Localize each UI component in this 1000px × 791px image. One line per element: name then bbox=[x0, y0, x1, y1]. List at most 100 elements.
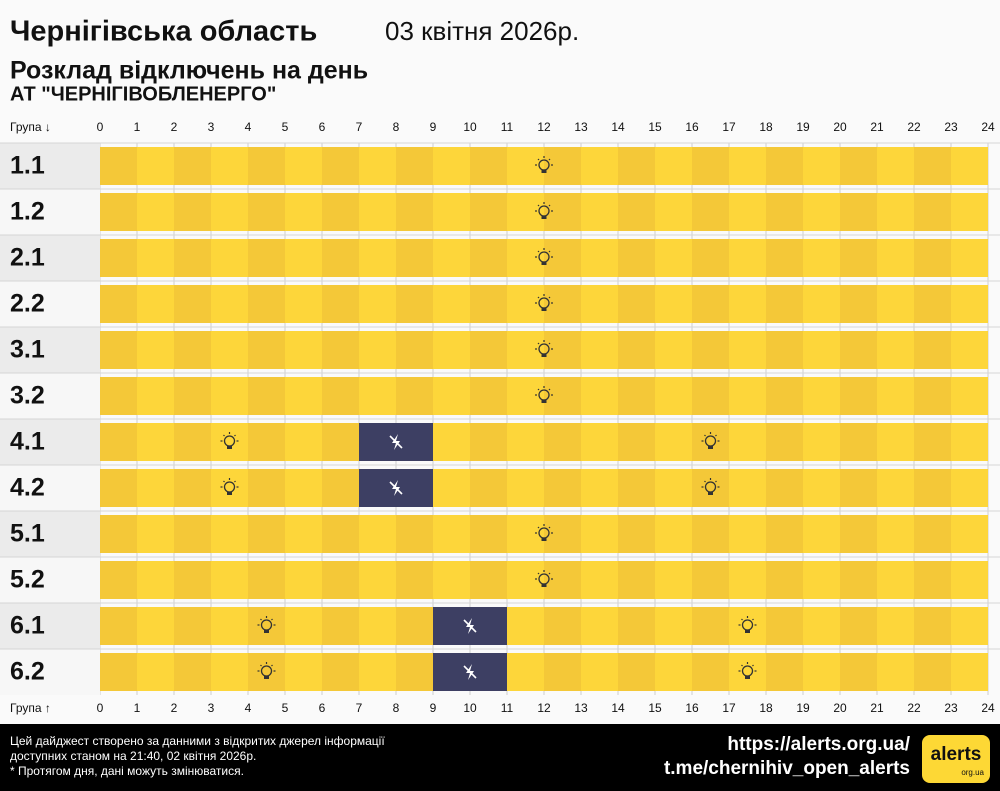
group-label: 5.1 bbox=[10, 520, 45, 548]
hour-cell bbox=[581, 607, 618, 645]
hour-cell bbox=[914, 469, 951, 507]
hour-cell bbox=[322, 377, 359, 415]
hour-cell bbox=[211, 653, 248, 691]
hour-label: 5 bbox=[282, 120, 289, 134]
bulb-icon bbox=[535, 570, 553, 587]
hour-cell bbox=[174, 469, 211, 507]
hour-cell bbox=[174, 377, 211, 415]
hour-cell bbox=[618, 653, 655, 691]
hour-cell bbox=[248, 469, 285, 507]
hour-label: 13 bbox=[574, 120, 588, 134]
hour-cell bbox=[840, 239, 877, 277]
hour-cell bbox=[766, 193, 803, 231]
row-label-bg bbox=[0, 419, 100, 465]
hour-cell bbox=[618, 561, 655, 599]
hour-cell bbox=[248, 285, 285, 323]
hour-cell bbox=[914, 653, 951, 691]
hour-cell bbox=[433, 515, 470, 553]
hour-cell bbox=[692, 515, 729, 553]
hour-cell bbox=[359, 193, 396, 231]
hour-cell bbox=[729, 561, 766, 599]
hour-cell bbox=[322, 607, 359, 645]
hour-cell bbox=[840, 653, 877, 691]
hour-cell bbox=[877, 469, 914, 507]
hour-cell bbox=[285, 331, 322, 369]
bulb-ray bbox=[537, 572, 540, 575]
hour-cell bbox=[211, 469, 248, 507]
row-label-bg bbox=[0, 465, 100, 511]
hour-cell bbox=[729, 653, 766, 691]
hour-label: 9 bbox=[430, 701, 437, 715]
bulb-ray bbox=[234, 434, 236, 437]
hour-cell bbox=[433, 377, 470, 415]
hour-cell bbox=[655, 239, 692, 277]
hour-cell bbox=[544, 423, 581, 461]
group-label: 1.1 bbox=[10, 152, 45, 180]
hour-cell bbox=[470, 285, 507, 323]
bulb-base bbox=[541, 584, 547, 587]
bulb-ray bbox=[537, 204, 540, 207]
hour-cell bbox=[766, 285, 803, 323]
group-label: 2.1 bbox=[10, 244, 45, 272]
row-label-bg bbox=[0, 373, 100, 419]
hour-cell bbox=[914, 331, 951, 369]
hour-cell bbox=[433, 469, 470, 507]
hour-cell bbox=[137, 561, 174, 599]
hour-label: 8 bbox=[393, 120, 400, 134]
hour-cell bbox=[803, 469, 840, 507]
hour-cell bbox=[211, 561, 248, 599]
hour-label: 14 bbox=[611, 701, 625, 715]
hour-cell bbox=[729, 239, 766, 277]
bulb-ray bbox=[752, 618, 754, 621]
hour-cell bbox=[285, 377, 322, 415]
link[interactable]: https://alerts.org.ua/ bbox=[727, 734, 910, 755]
hour-cell bbox=[655, 607, 692, 645]
bulb-ray bbox=[548, 296, 551, 299]
bulb-base bbox=[264, 676, 269, 679]
link[interactable]: t.me/chernihiv_open_alerts bbox=[664, 758, 910, 779]
hour-label: 24 bbox=[981, 120, 995, 134]
hour-cell bbox=[137, 423, 174, 461]
hour-label: 18 bbox=[759, 701, 773, 715]
hour-cell bbox=[655, 285, 692, 323]
hour-cell bbox=[766, 469, 803, 507]
hour-cell bbox=[766, 331, 803, 369]
bulb-base bbox=[541, 354, 547, 357]
hour-cell bbox=[877, 239, 914, 277]
hour-cell bbox=[581, 515, 618, 553]
hour-cell bbox=[766, 561, 803, 599]
hour-cell bbox=[840, 561, 877, 599]
axis-label: Група ↑ bbox=[10, 701, 51, 715]
hour-cell bbox=[692, 653, 729, 691]
bulb-icon bbox=[738, 616, 757, 633]
bulb-icon bbox=[535, 248, 553, 265]
hour-cell bbox=[137, 469, 174, 507]
hour-cell bbox=[359, 331, 396, 369]
hour-cell bbox=[285, 653, 322, 691]
hour-cell bbox=[618, 423, 655, 461]
hour-cell bbox=[433, 193, 470, 231]
hour-cell bbox=[211, 193, 248, 231]
hour-cell bbox=[914, 239, 951, 277]
bulb-icon bbox=[535, 340, 553, 357]
hour-cell bbox=[729, 331, 766, 369]
hour-cell bbox=[433, 331, 470, 369]
hour-cell bbox=[322, 653, 359, 691]
hour-cell bbox=[100, 239, 137, 277]
hour-cell bbox=[951, 377, 988, 415]
hour-cell bbox=[433, 423, 470, 461]
hour-cell bbox=[137, 331, 174, 369]
hour-cell bbox=[100, 147, 137, 185]
hour-label: 19 bbox=[796, 120, 810, 134]
bulb-ray bbox=[715, 480, 717, 483]
bulb-ray bbox=[741, 618, 743, 621]
hour-cell bbox=[618, 239, 655, 277]
bulb-ray bbox=[271, 618, 273, 621]
hour-cell bbox=[951, 193, 988, 231]
hour-cell bbox=[507, 147, 544, 185]
hour-cell bbox=[581, 653, 618, 691]
hour-label: 11 bbox=[501, 701, 514, 715]
hour-cell bbox=[100, 653, 137, 691]
hour-cell bbox=[581, 285, 618, 323]
bulb-base bbox=[227, 492, 232, 495]
